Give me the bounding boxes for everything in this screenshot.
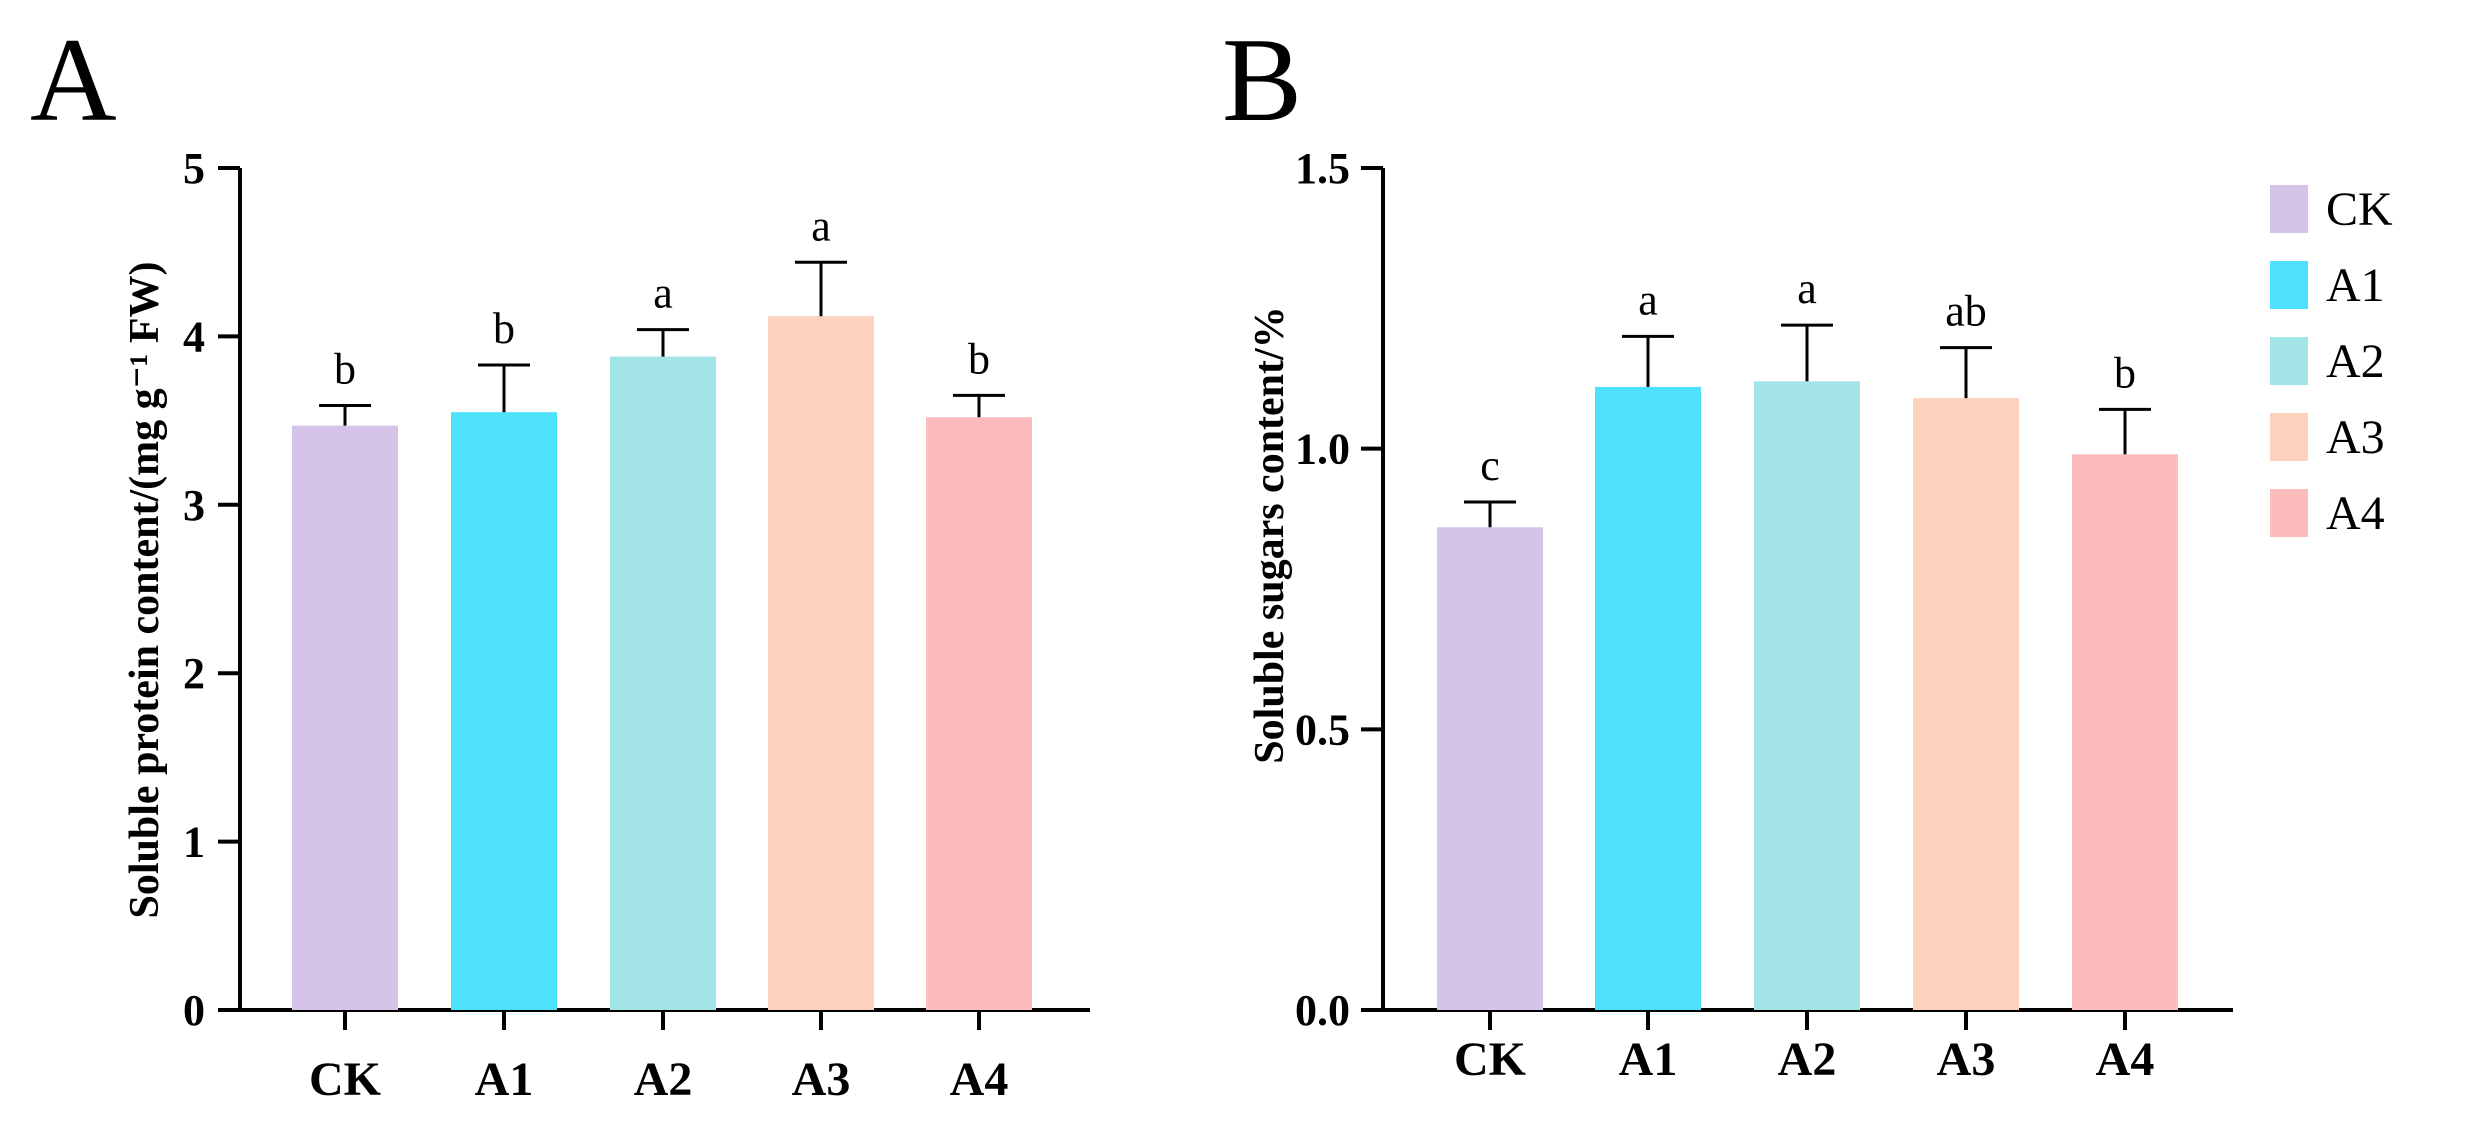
significance-label-b: c	[1480, 441, 1500, 490]
y-tick-label-a: 2	[183, 649, 205, 698]
y-tick-label-b: 1.0	[1295, 425, 1350, 474]
significance-label-b: b	[2114, 348, 2136, 397]
x-tick-label-a: CK	[309, 1053, 381, 1106]
bar-a4-b	[2072, 454, 2178, 1010]
bars-a: b b a a b	[292, 201, 1032, 1011]
legend-label-a1: A1	[2326, 259, 2385, 312]
y-tick-label-b: 0.0	[1295, 986, 1350, 1035]
x-tick-label-a: A3	[792, 1053, 851, 1106]
x-tick-label-a: A1	[475, 1053, 534, 1106]
y-tick-label-b: 1.5	[1295, 144, 1350, 193]
significance-label-a: a	[653, 269, 673, 318]
y-axis-label-b: Soluble sugars content/%	[1247, 306, 1293, 763]
x-tick-label-b: A3	[1937, 1033, 1996, 1086]
bar-a2-b	[1754, 381, 1860, 1011]
x-tick-label-b: A2	[1778, 1033, 1837, 1086]
axes-a: 0 1 2 3 4 5 CK A1 A2 A3 A4	[183, 144, 1090, 1106]
y-tick-label-a: 0	[183, 986, 205, 1035]
y-tick-label-a: 3	[183, 481, 205, 530]
panel-letter-b: B	[1222, 13, 1302, 146]
chart-panel-a: A Soluble protein content/(mg g⁻¹ FW) 0 1…	[30, 13, 1090, 1106]
legend: CK A1 A2 A3 A4	[2270, 183, 2393, 540]
chart-panel-b: B Soluble sugars content/% 0.0 0.5 1.0 1.5 C…	[1222, 13, 2233, 1086]
legend-label-a2: A2	[2326, 335, 2385, 388]
significance-label-a: a	[811, 201, 831, 250]
significance-label-b: a	[1638, 275, 1658, 324]
bar-a4-a	[926, 417, 1032, 1010]
x-tick-label-a: A2	[634, 1053, 693, 1106]
y-axis-label-a: Soluble protein content/(mg g⁻¹ FW)	[122, 262, 168, 919]
bar-ck-b	[1437, 527, 1543, 1010]
legend-label-a3: A3	[2326, 411, 2385, 464]
significance-label-b: ab	[1945, 287, 1987, 336]
bar-a1-a	[451, 412, 557, 1010]
legend-swatch-a4	[2270, 489, 2308, 537]
significance-label-a: b	[334, 344, 356, 393]
bar-a2-a	[610, 356, 716, 1010]
y-tick-label-a: 1	[183, 818, 205, 867]
y-tick-label-a: 5	[183, 144, 205, 193]
x-tick-label-b: CK	[1454, 1033, 1526, 1086]
legend-swatch-a3	[2270, 413, 2308, 461]
legend-swatch-a2	[2270, 337, 2308, 385]
y-tick-label-a: 4	[183, 312, 205, 361]
legend-swatch-a1	[2270, 261, 2308, 309]
bar-a3-b	[1913, 398, 2019, 1010]
bar-ck-a	[292, 425, 398, 1011]
legend-label-a4: A4	[2326, 487, 2385, 540]
bar-a3-a	[768, 316, 874, 1010]
bars-b: c a a ab b	[1437, 264, 2178, 1011]
x-tick-label-b: A1	[1619, 1033, 1678, 1086]
legend-swatch-ck	[2270, 185, 2308, 233]
significance-label-a: b	[493, 304, 515, 353]
x-tick-label-a: A4	[950, 1053, 1009, 1106]
x-tick-label-b: A4	[2096, 1033, 2155, 1086]
legend-label-ck: CK	[2326, 183, 2393, 236]
bar-a1-b	[1595, 386, 1701, 1010]
panel-letter-a: A	[30, 13, 117, 146]
significance-label-a: b	[968, 334, 990, 383]
significance-label-b: a	[1797, 264, 1817, 313]
y-tick-label-b: 0.5	[1295, 705, 1350, 754]
